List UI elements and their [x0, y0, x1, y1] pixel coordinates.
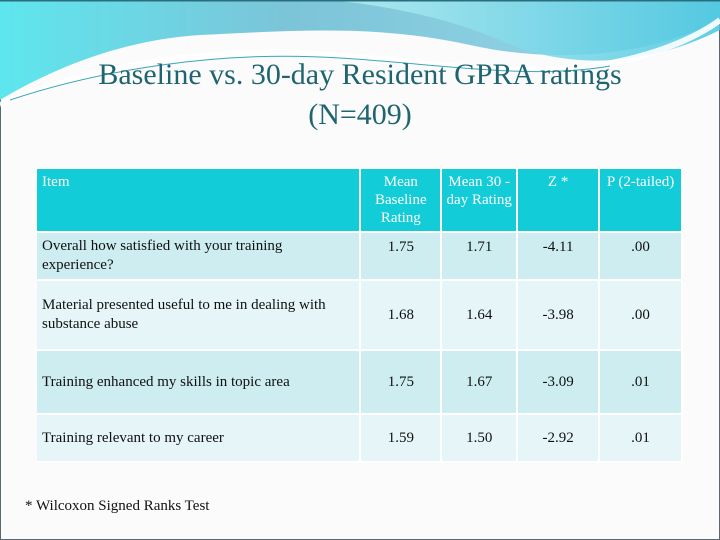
table-header-row: Item Mean Baseline Rating Mean 30 -day R…	[37, 169, 683, 233]
row-p: .00	[599, 280, 683, 351]
decorative-wave-banner	[0, 0, 720, 108]
header-p: P (2-tailed)	[599, 169, 683, 233]
row-30day: 1.71	[441, 232, 519, 281]
row-item: Material presented useful to me in deali…	[37, 280, 362, 351]
slide-subtitle: (N=409)	[308, 98, 412, 131]
row-30day: 1.50	[441, 414, 519, 463]
row-30day: 1.67	[441, 350, 519, 415]
table-row: Overall how satisfied with your training…	[37, 232, 683, 281]
row-z: -3.98	[517, 280, 601, 351]
header-z: Z *	[517, 169, 601, 233]
row-item: Training enhanced my skills in topic are…	[37, 350, 362, 415]
row-baseline: 1.75	[360, 232, 443, 281]
header-item: Item	[37, 169, 362, 233]
table-row: Training enhanced my skills in topic are…	[37, 350, 683, 415]
row-item: Overall how satisfied with your training…	[37, 232, 362, 281]
row-p: .01	[599, 350, 683, 415]
header-mean-30day: Mean 30 -day Rating	[441, 169, 519, 233]
row-z: -4.11	[517, 232, 601, 281]
row-z: -2.92	[517, 414, 601, 463]
row-baseline: 1.68	[360, 280, 443, 351]
row-item: Training relevant to my career	[37, 414, 362, 463]
row-30day: 1.64	[441, 280, 519, 351]
table-row: Material presented useful to me in deali…	[37, 280, 683, 351]
row-z: -3.09	[517, 350, 601, 415]
row-p: .00	[599, 232, 683, 281]
header-mean-baseline: Mean Baseline Rating	[360, 169, 443, 233]
results-table: Item Mean Baseline Rating Mean 30 -day R…	[37, 169, 683, 463]
row-baseline: 1.75	[360, 350, 443, 415]
slide-title: Baseline vs. 30-day Resident GPRA rating…	[98, 58, 622, 91]
row-baseline: 1.59	[360, 414, 443, 463]
row-p: .01	[599, 414, 683, 463]
footnote: * Wilcoxon Signed Ranks Test	[25, 498, 210, 514]
table-row: Training relevant to my career 1.59 1.50…	[37, 414, 683, 463]
